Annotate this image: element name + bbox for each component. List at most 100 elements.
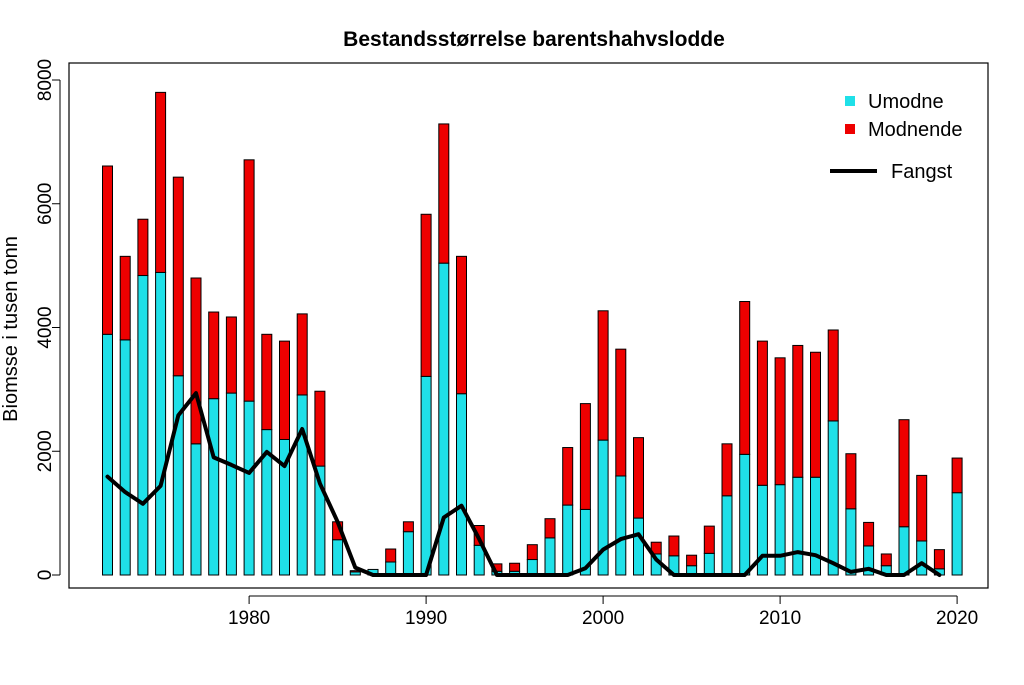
bar-immature-2008	[739, 453, 751, 576]
bar-mature-1976	[172, 176, 184, 377]
legend-immature-label: Umodne	[868, 91, 944, 113]
bar-mature-1974	[137, 218, 149, 277]
bars-layer	[102, 91, 963, 576]
bar-immature-2020	[951, 492, 963, 576]
bar-mature-2013	[827, 329, 839, 422]
bar-mature-2011	[792, 344, 804, 478]
bar-mature-1997	[544, 518, 556, 539]
bar-immature-2017	[898, 526, 910, 576]
bar-immature-2002	[633, 517, 644, 576]
bar-mature-2003	[650, 541, 662, 555]
legend-catch-label: Fangst	[891, 161, 953, 183]
catch-line	[105, 391, 942, 577]
bar-immature-2018	[916, 540, 928, 576]
bar-mature-1978	[208, 311, 220, 400]
y-axis: 0 2000 4000 6000 8000	[35, 59, 61, 581]
legend: Umodne Modnende Fangst	[830, 91, 963, 183]
bar-immature-1990	[420, 375, 432, 576]
bar-mature-2009	[756, 340, 768, 486]
bar-mature-1983	[296, 313, 308, 396]
bar-mature-1977	[190, 277, 202, 445]
bar-immature-1996	[526, 559, 538, 576]
bar-immature-1972	[102, 333, 113, 576]
bar-mature-1975	[155, 91, 167, 273]
plot-frame	[68, 62, 989, 589]
bar-mature-1984	[314, 390, 326, 467]
x-tick-label-2000: 2000	[582, 608, 624, 629]
bar-immature-1980	[243, 400, 255, 576]
bar-immature-2011	[792, 476, 804, 576]
bar-immature-1992	[456, 393, 467, 576]
y-tick-label-4000: 4000	[35, 306, 56, 348]
bar-immature-2006	[703, 552, 715, 576]
bar-mature-2005	[686, 554, 698, 567]
bar-immature-1998	[562, 504, 574, 576]
bar-mature-1980	[243, 159, 255, 402]
bar-mature-1990	[420, 213, 432, 377]
bar-mature-1982	[279, 340, 290, 440]
bar-immature-2001	[615, 475, 627, 576]
bar-mature-2002	[633, 437, 644, 519]
bar-mature-2014	[845, 453, 857, 510]
bar-immature-1985	[332, 539, 344, 576]
bar-mature-2018	[916, 474, 928, 542]
bar-mature-2012	[810, 351, 821, 478]
bar-mature-2016	[880, 553, 892, 567]
bar-mature-2004	[668, 535, 680, 557]
y-axis-label: Biomsse i tusen tonn	[0, 236, 22, 422]
bar-mature-2019	[933, 549, 945, 570]
bar-mature-2017	[898, 419, 910, 528]
y-tick-label-8000: 8000	[35, 59, 56, 101]
bar-mature-1979	[225, 316, 237, 394]
bar-mature-1981	[261, 333, 273, 431]
bar-mature-2015	[863, 521, 875, 547]
bar-immature-2012	[810, 476, 821, 576]
bar-mature-1999	[579, 403, 591, 510]
legend-immature-swatch	[845, 96, 855, 106]
bar-mature-2006	[703, 525, 715, 554]
x-tick-label-2020: 2020	[936, 608, 978, 629]
x-tick-label-2010: 2010	[759, 608, 801, 629]
bar-mature-1972	[102, 165, 113, 335]
bar-immature-2013	[827, 420, 839, 576]
bar-immature-1979	[225, 392, 237, 576]
bar-immature-1975	[155, 271, 167, 576]
bar-immature-1983	[296, 394, 308, 576]
bar-immature-1977	[190, 443, 202, 576]
bar-immature-1973	[119, 339, 131, 576]
bar-mature-2007	[721, 443, 733, 497]
bar-immature-2014	[845, 508, 857, 576]
bar-immature-1976	[172, 375, 184, 576]
bar-mature-1995	[509, 562, 521, 572]
y-tick-label-0: 0	[35, 570, 56, 581]
bar-mature-2008	[739, 301, 751, 455]
bar-immature-1974	[137, 275, 149, 576]
bar-mature-1996	[526, 544, 538, 561]
bar-mature-1988	[385, 548, 397, 563]
bar-mature-1973	[119, 255, 131, 341]
bar-mature-1992	[456, 255, 467, 395]
bar-immature-1989	[402, 531, 414, 576]
bar-mature-2001	[615, 348, 627, 477]
legend-mature-swatch	[845, 124, 855, 134]
bar-mature-2010	[774, 357, 786, 486]
bar-mature-1989	[402, 521, 414, 533]
x-tick-label-1990: 1990	[405, 608, 447, 629]
y-tick-label-6000: 6000	[35, 183, 56, 225]
catch-line-layer	[105, 391, 942, 577]
bar-mature-2000	[597, 310, 609, 441]
bar-mature-1991	[438, 123, 450, 264]
bar-immature-1978	[208, 398, 220, 576]
x-axis: 1980 1990 2000 2010 2020	[228, 595, 978, 629]
bar-immature-1997	[544, 537, 556, 576]
y-tick-label-2000: 2000	[35, 430, 56, 472]
x-tick-label-1980: 1980	[228, 608, 270, 629]
chart-title: Bestandsstørrelse barentshahvslodde	[343, 28, 725, 51]
bar-mature-1998	[562, 447, 574, 506]
legend-mature-label: Modnende	[868, 119, 963, 141]
bar-immature-2007	[721, 495, 733, 576]
bar-mature-2020	[951, 457, 963, 494]
bar-immature-2010	[774, 484, 786, 576]
